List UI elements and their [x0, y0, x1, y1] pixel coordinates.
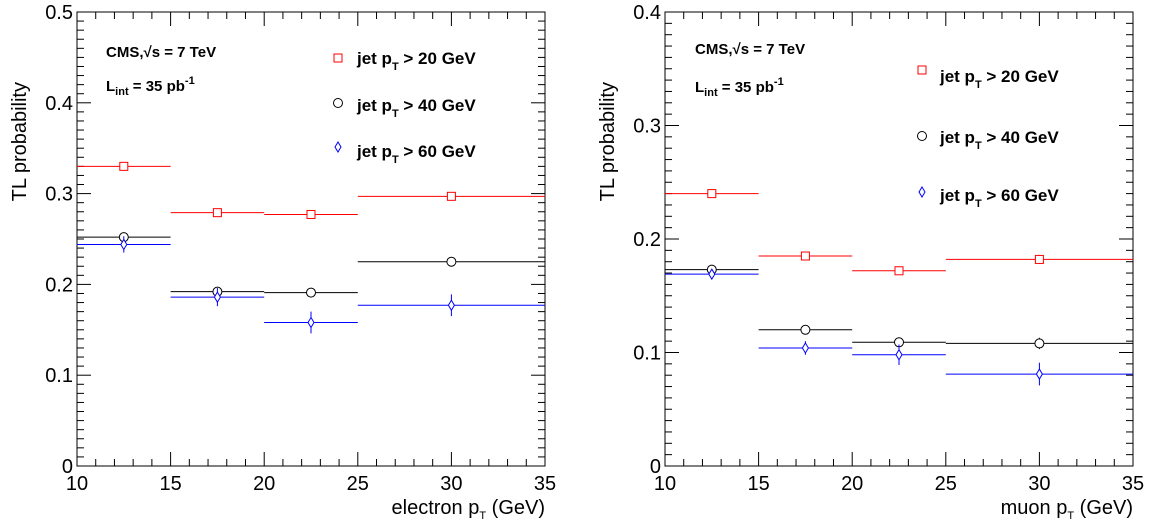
legend: jet pT > 20 GeV jet pT > 40 GeV jet pT >…: [356, 49, 476, 166]
x-tick-label: 25: [935, 473, 957, 495]
x-axis-label-unit: (GeV): [1080, 497, 1133, 519]
data-point-diamond: [801, 341, 809, 354]
chart-electron: 10 15 20 25 30 35 0 0.1 0.2 0.3 0.4 0.5 TL probabil…: [9, 2, 556, 522]
x-tick-label: 15: [159, 473, 181, 495]
lumi-label: Lint = 35 pb-1: [695, 76, 784, 99]
data-point-circle: [800, 324, 811, 335]
legend-entry-60: jet pT > 60 GeV: [939, 186, 1059, 210]
legend-entry-40: jet pT > 40 GeV: [356, 96, 476, 120]
cms-label: CMS,√s = 7 TeV: [106, 44, 216, 61]
y-tick-label: 0.4: [633, 2, 661, 24]
data-point-square: [119, 161, 129, 171]
x-tick-label: 20: [841, 473, 863, 495]
y-tick-label: 0: [62, 456, 73, 478]
x-tick-label: 10: [66, 473, 88, 495]
cms-experiment: CMS,: [695, 41, 733, 58]
series-0: [665, 189, 1133, 276]
data-point-square: [1034, 254, 1044, 264]
lumi-main: L: [695, 79, 704, 96]
data-point-diamond: [120, 238, 128, 251]
y-tick-label: 0.2: [633, 229, 661, 251]
lumi-main: L: [106, 78, 115, 95]
lumi-sub: int: [704, 87, 718, 99]
legend-marker-diamond: [334, 141, 342, 153]
x-tick-label: 30: [440, 473, 462, 495]
lumi-rest: = 35 pb: [129, 78, 185, 95]
series-1: [665, 264, 1133, 350]
legend-marker-circle: [917, 131, 927, 141]
lumi-sup: -1: [185, 75, 195, 87]
data-point-circle: [306, 287, 316, 298]
cms-sqrt: √s = 7 TeV: [733, 41, 806, 58]
y-tick-label: 0.5: [45, 2, 73, 24]
data-point-diamond: [708, 268, 716, 281]
series-2: [665, 268, 1133, 386]
lumi-sup: -1: [774, 76, 784, 88]
y-axis-label: TL probability: [9, 82, 31, 201]
data-point-square: [212, 208, 222, 218]
y-tick-label: 0.1: [45, 365, 73, 387]
legend-marker-square: [917, 65, 927, 75]
series-0: [77, 161, 545, 219]
legend-entry-20: jet pT > 20 GeV: [356, 49, 476, 73]
series-1: [77, 232, 545, 298]
cms-experiment: CMS,: [106, 44, 144, 61]
y-tick-label: 0: [650, 456, 661, 478]
data-point-square: [446, 191, 456, 201]
cms-label: CMS,√s = 7 TeV: [695, 41, 805, 58]
y-tick-label: 0.2: [45, 274, 73, 296]
lumi-rest: = 35 pb: [718, 79, 774, 96]
legend-entry-20: jet pT > 20 GeV: [939, 67, 1059, 91]
data-point-diamond: [895, 348, 903, 361]
x-tick-label: 15: [747, 473, 769, 495]
x-axis-label-main: electron p: [392, 497, 480, 519]
y-tick-label: 0.1: [633, 343, 661, 365]
data-point-circle: [446, 256, 457, 267]
legend-marker-diamond: [918, 186, 926, 198]
x-axis-label-sub: T: [479, 510, 486, 522]
data-point-square: [707, 189, 717, 199]
legend-marker-circle: [333, 98, 343, 108]
data-point-square: [306, 209, 316, 219]
x-axis-label: muon pT (GeV): [1001, 497, 1133, 522]
lumi-label: Lint = 35 pb-1: [106, 75, 195, 98]
data-point-diamond: [447, 299, 455, 312]
x-tick-label: 10: [654, 473, 676, 495]
x-tick-label: 35: [1122, 473, 1144, 495]
series-2: [77, 236, 545, 334]
y-axis-label: TL probability: [597, 82, 619, 201]
x-axis-label-unit: (GeV): [492, 497, 545, 519]
legend-entry-60: jet pT > 60 GeV: [356, 142, 476, 166]
data-point-diamond: [307, 316, 315, 329]
x-tick-label: 35: [534, 473, 556, 495]
y-tick-label: 0.3: [633, 116, 661, 138]
chart-muon: 10 15 20 25 30 35 0 0.1 0.2 0.3 0.4 TL probability…: [597, 2, 1144, 522]
legend-marker-square: [333, 53, 343, 63]
data-point-diamond: [213, 291, 221, 304]
data-point-square: [800, 251, 810, 261]
lumi-sub: int: [115, 86, 129, 98]
data-point-circle: [1034, 338, 1045, 349]
legend: jet pT > 20 GeV jet pT > 40 GeV jet pT >…: [939, 67, 1059, 210]
x-tick-label: 20: [253, 473, 275, 495]
data-point-square: [894, 266, 904, 276]
y-tick-label: 0.3: [45, 184, 73, 206]
x-axis-label-main: muon p: [1001, 497, 1068, 519]
x-tick-label: 30: [1028, 473, 1050, 495]
x-axis-label: electron pT (GeV): [392, 497, 545, 522]
legend-entry-40: jet pT > 40 GeV: [939, 128, 1059, 152]
data-point-diamond: [1035, 368, 1043, 381]
x-tick-label: 25: [347, 473, 369, 495]
x-axis-label-sub: T: [1067, 510, 1074, 522]
cms-sqrt: √s = 7 TeV: [144, 44, 217, 61]
y-tick-label: 0.4: [45, 93, 73, 115]
